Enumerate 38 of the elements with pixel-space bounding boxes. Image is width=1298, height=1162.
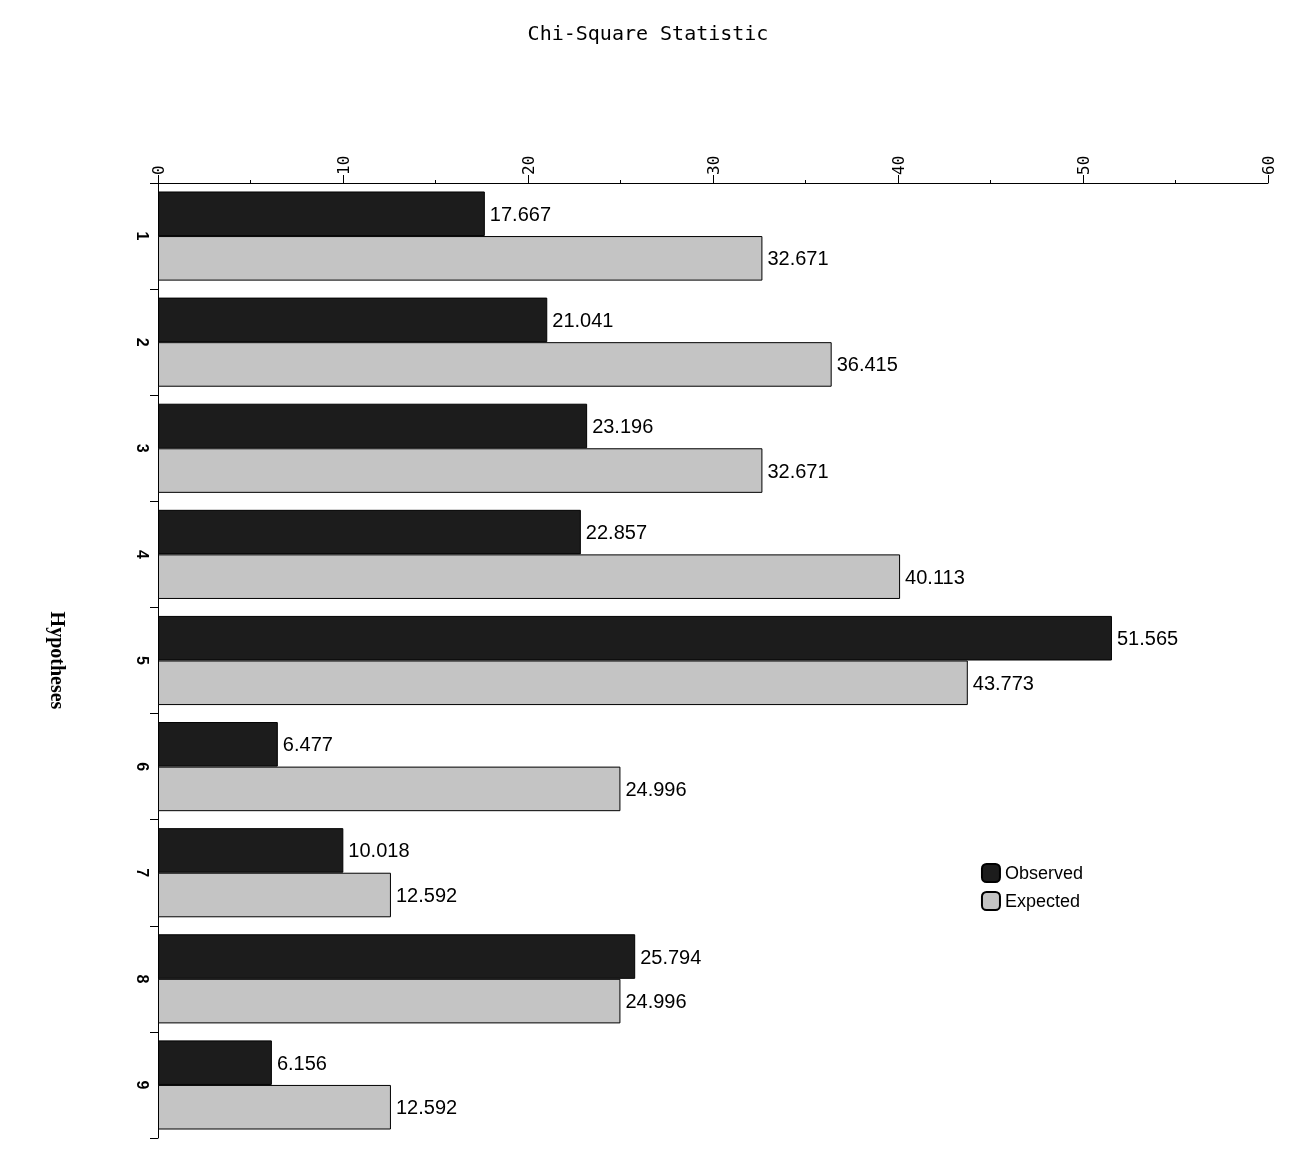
data-label: 24.996 (625, 777, 687, 800)
y-tick-label: 8 (133, 974, 151, 984)
x-tick-label: 10 (333, 155, 353, 175)
data-label: 22.857 (585, 521, 648, 544)
x-tick-label: 20 (518, 155, 538, 175)
data-label: 12.592 (395, 884, 458, 907)
data-label: 10.018 (348, 839, 410, 862)
y-tick-label: 6 (133, 762, 151, 772)
legend-label: Observed (1004, 863, 1084, 883)
y-tick-label: 2 (133, 337, 151, 347)
y-tick-label: 9 (133, 1080, 151, 1090)
data-label: 32.671 (767, 459, 829, 482)
x-tick-label: 40 (888, 155, 908, 175)
x-tick-label: 50 (1073, 155, 1093, 175)
x-tick-label: 30 (703, 155, 723, 175)
x-tick-label: 60 (1258, 155, 1278, 175)
y-axis-title: Hypotheses (46, 611, 69, 710)
data-label: 36.415 (836, 353, 898, 376)
x-tick-label: 0 (148, 165, 168, 175)
y-tick-label: 5 (133, 656, 151, 666)
data-label: 21.041 (552, 308, 614, 331)
data-label: 24.996 (625, 990, 687, 1013)
data-label: 32.671 (767, 247, 829, 270)
data-label: 17.667 (489, 202, 552, 225)
y-tick-label: 7 (133, 868, 151, 878)
legend-label: Expected (1004, 891, 1081, 911)
data-label: 12.592 (395, 1096, 458, 1119)
y-tick-label: 3 (133, 443, 151, 453)
data-label: 6.477 (282, 733, 333, 756)
data-label: 43.773 (972, 671, 1034, 694)
data-label: 25.794 (640, 945, 702, 968)
data-label: 23.196 (592, 414, 654, 437)
data-label: 51.565 (1116, 627, 1179, 650)
data-label: 40.113 (905, 565, 965, 588)
chart-title: Chi-Square Statistic (527, 21, 769, 45)
data-label: 6.156 (276, 1051, 327, 1074)
y-tick-label: 1 (133, 231, 151, 241)
y-tick-label: 4 (133, 549, 151, 559)
